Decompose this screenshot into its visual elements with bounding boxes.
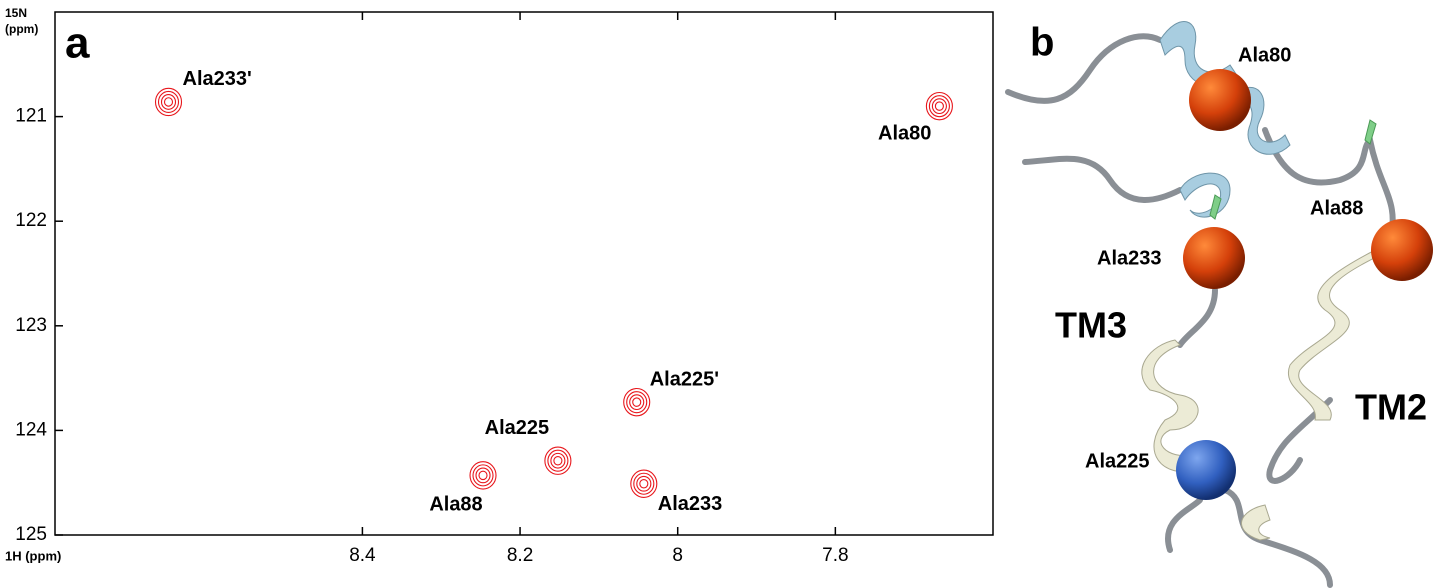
- y-tick-label: 121: [15, 106, 47, 127]
- residue-label: Ala88: [1310, 197, 1363, 219]
- x-tick-label: 8.2: [507, 545, 533, 566]
- structure-panel: b Ala80 Ala88 Ala233 Ala225 TM3: [1005, 21, 1433, 588]
- peak-contour: [469, 461, 497, 490]
- peak-inner-contour: [934, 101, 944, 111]
- plot-frame: [54, 11, 994, 536]
- peak: [469, 461, 497, 490]
- peak-inner-contour: [547, 449, 569, 472]
- peak-contour: [630, 469, 658, 498]
- atom-sphere: [1189, 69, 1251, 131]
- peak-contour: [925, 91, 953, 121]
- peak-label: Ala88: [429, 494, 482, 516]
- peak-inner-contour: [629, 394, 645, 411]
- helix-ribbon: [1141, 244, 1391, 541]
- atom-sphere: [1371, 219, 1433, 281]
- x-tick-label: 7.8: [822, 545, 848, 566]
- peak: [623, 387, 651, 417]
- peak: [544, 446, 572, 475]
- y-tick-label: 124: [15, 419, 47, 440]
- peak-contour: [623, 387, 651, 417]
- peak-inner-contour: [928, 95, 950, 118]
- helix-label: TM3: [1055, 305, 1127, 346]
- peak-contour: [544, 446, 572, 475]
- peak-inner-contour: [626, 391, 648, 414]
- spectrum-panel: a 15N (ppm) 1H (ppm) 121 122 123 124 125 8.4 8…: [5, 6, 994, 566]
- peak-inner-contour: [157, 90, 180, 114]
- y-tick-label: 125: [15, 524, 47, 545]
- y-tick-label: 123: [15, 315, 47, 336]
- peak-inner-contour: [472, 464, 494, 487]
- y-axis-label: (ppm): [5, 22, 38, 36]
- y-tick-label: 122: [15, 210, 47, 231]
- atom-sphere: [1176, 440, 1236, 500]
- peak-inner-contour: [639, 478, 649, 489]
- x-tick-label: 8.4: [349, 545, 376, 566]
- residue-label: Ala80: [1238, 44, 1291, 66]
- peak-label: Ala233: [658, 493, 723, 515]
- peak-label: Ala233': [183, 68, 252, 90]
- peak: [925, 91, 953, 121]
- peak-inner-contour: [550, 452, 566, 469]
- x-tick-label: 8: [672, 545, 683, 566]
- y-axis-label: 15N: [5, 6, 27, 20]
- peak: [154, 87, 183, 117]
- peak-inner-contour: [931, 98, 947, 115]
- panel-label: a: [65, 19, 90, 68]
- peak: [630, 469, 658, 498]
- peak-label: Ala225: [485, 417, 550, 439]
- helix-label: TM2: [1355, 387, 1427, 428]
- panel-label: b: [1030, 21, 1054, 65]
- peak-inner-contour: [478, 470, 488, 481]
- peak-inner-contour: [632, 397, 642, 407]
- peak-contour: [154, 87, 183, 117]
- peak-label: Ala225': [650, 368, 719, 390]
- side-chain: [1209, 119, 1377, 220]
- peak-inner-contour: [163, 97, 174, 107]
- peak-inner-contour: [475, 467, 491, 484]
- peak-inner-contour: [553, 455, 563, 466]
- x-axis-label: 1H (ppm): [5, 548, 61, 563]
- peak-label: Ala80: [878, 122, 931, 144]
- residue-label: Ala233: [1097, 247, 1162, 269]
- residue-label: Ala225: [1085, 450, 1150, 472]
- peak-inner-contour: [633, 472, 655, 495]
- peak-inner-contour: [636, 475, 652, 492]
- atom-sphere: [1183, 227, 1245, 289]
- peak-inner-contour: [160, 94, 177, 110]
